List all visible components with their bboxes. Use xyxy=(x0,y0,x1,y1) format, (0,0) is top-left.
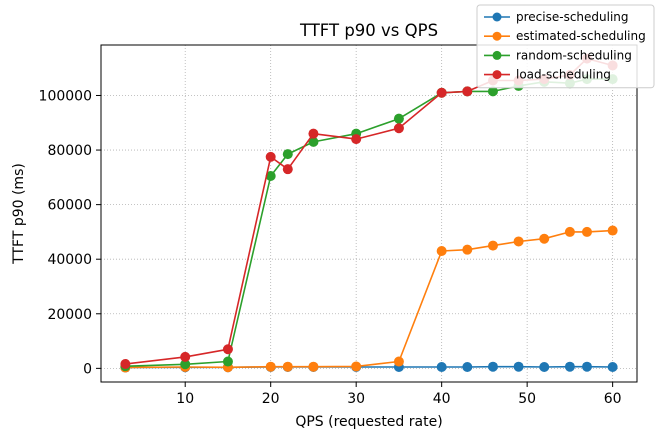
y-tick-label: 20000 xyxy=(47,307,92,323)
legend-label: random-scheduling xyxy=(516,48,632,62)
data-point xyxy=(308,136,319,147)
data-point xyxy=(462,244,473,255)
data-point xyxy=(282,361,293,372)
x-tick-label: 60 xyxy=(604,391,622,407)
data-point xyxy=(462,361,473,372)
legend-label: estimated-scheduling xyxy=(516,29,646,43)
grid xyxy=(101,45,637,382)
series-load-scheduling xyxy=(120,53,618,369)
legend-item: estimated-scheduling xyxy=(484,29,646,43)
x-tick-label: 10 xyxy=(176,391,194,407)
data-point xyxy=(564,226,575,237)
plot-frame xyxy=(100,44,638,383)
x-tick-label: 30 xyxy=(347,391,365,407)
legend-label: load-scheduling xyxy=(516,68,611,82)
data-point xyxy=(513,236,524,247)
data-point xyxy=(487,361,498,372)
chart-title: TTFT p90 vs QPS xyxy=(299,21,438,40)
series-line xyxy=(125,229,613,369)
data-point xyxy=(487,240,498,251)
data-point xyxy=(462,86,473,97)
axis-ticks: 10 20 30 40 50 60 0 20000 40000 60000 80000 100000 xyxy=(39,88,622,407)
y-tick-label: 80000 xyxy=(47,143,92,159)
data-point xyxy=(607,225,618,236)
series-line xyxy=(125,57,613,365)
y-tick-label: 100000 xyxy=(39,88,92,104)
data-point xyxy=(308,128,319,139)
data-point xyxy=(564,361,575,372)
data-point xyxy=(265,361,276,372)
y-tick-label: 40000 xyxy=(47,252,92,268)
data-point xyxy=(436,246,447,257)
data-point xyxy=(120,358,131,369)
x-tick-label: 20 xyxy=(262,391,280,407)
x-tick-label: 50 xyxy=(518,391,536,407)
data-point xyxy=(265,170,276,181)
y-axis-label: TTFT p90 (ms) xyxy=(11,163,27,265)
data-point xyxy=(436,361,447,372)
data-point xyxy=(308,361,319,372)
x-axis-label: QPS (requested rate) xyxy=(295,414,442,430)
legend-marker xyxy=(492,31,502,41)
legend-item: load-scheduling xyxy=(484,68,611,82)
data-point xyxy=(607,361,618,372)
data-point xyxy=(393,356,404,367)
data-point xyxy=(282,149,293,160)
y-tick-label: 60000 xyxy=(47,198,92,214)
data-point xyxy=(222,356,233,367)
series-random-scheduling xyxy=(120,74,618,372)
data-point xyxy=(581,361,592,372)
series-line xyxy=(125,78,613,367)
series-estimated-scheduling xyxy=(120,225,618,373)
legend-item: precise-scheduling xyxy=(484,10,629,24)
data-point xyxy=(222,344,233,355)
data-point xyxy=(180,351,191,362)
x-tick-label: 40 xyxy=(433,391,451,407)
legend: precise-scheduling estimated-scheduling ra… xyxy=(476,4,655,89)
data-point xyxy=(539,361,550,372)
data-point xyxy=(581,226,592,237)
data-point xyxy=(351,361,362,372)
legend-marker xyxy=(492,70,502,80)
data-point xyxy=(513,361,524,372)
legend-marker xyxy=(492,50,502,60)
data-point xyxy=(351,134,362,145)
legend-box xyxy=(476,4,655,89)
data-point xyxy=(539,233,550,244)
data-point xyxy=(487,86,498,97)
data-point xyxy=(282,164,293,175)
data-point xyxy=(436,87,447,98)
data-point xyxy=(180,359,191,370)
y-tick-label: 0 xyxy=(83,361,92,377)
data-point xyxy=(393,123,404,134)
legend-label: precise-scheduling xyxy=(516,10,629,24)
data-point xyxy=(393,113,404,124)
legend-marker xyxy=(492,12,502,22)
data-point xyxy=(265,151,276,162)
series-layer xyxy=(120,53,618,373)
legend-item: random-scheduling xyxy=(484,48,632,62)
